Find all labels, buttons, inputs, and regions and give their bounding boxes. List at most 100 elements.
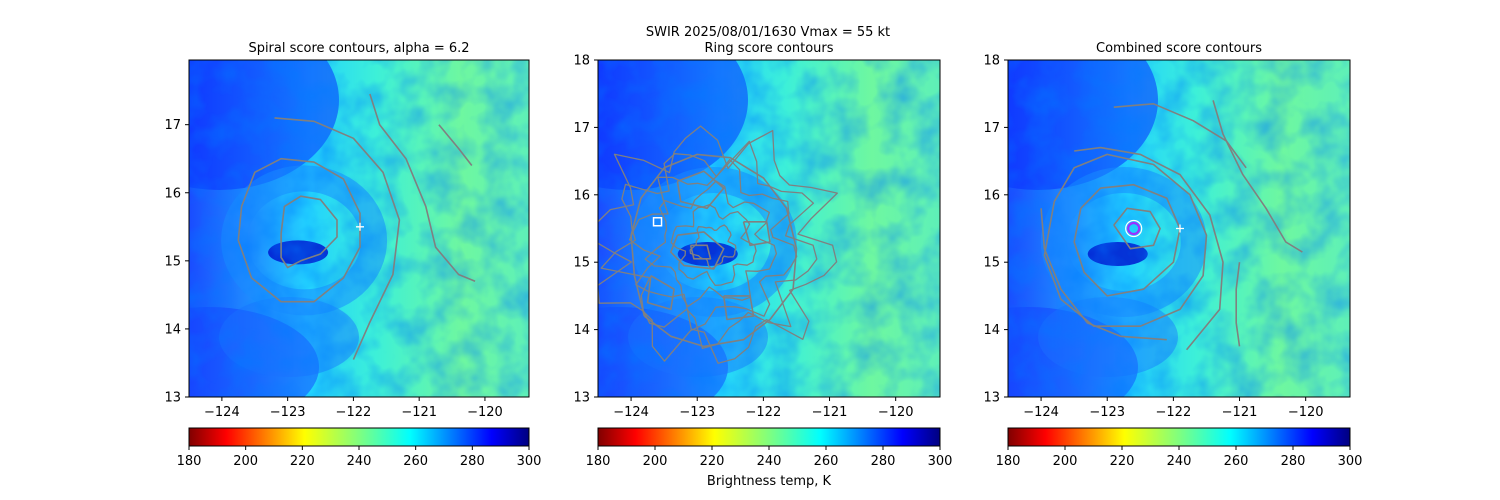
colorbar-tick-label: 280 <box>871 454 896 469</box>
colorbar-tick-label: 180 <box>586 454 611 469</box>
colorbar-tick-label: 260 <box>1224 454 1249 469</box>
colorbar-tick-label: 220 <box>1110 454 1135 469</box>
axes-frame <box>188 59 530 398</box>
center-circle-marker <box>1127 221 1141 236</box>
center-square-marker <box>652 217 663 227</box>
contour-4 <box>676 170 725 210</box>
ring-contour-2 <box>670 204 757 287</box>
ring-contour-6 <box>598 125 838 364</box>
panels: Spiral score contours, alpha = 6.2 −124 −1… <box>164 41 1363 469</box>
satellite-image <box>1008 60 1350 397</box>
colorbar <box>1007 427 1351 447</box>
contour-1 <box>1113 207 1161 250</box>
x-tick-label: −121 <box>812 405 848 420</box>
x-tick-label: −123 <box>270 405 306 420</box>
colorbar <box>188 427 530 447</box>
contour-1 <box>280 195 338 269</box>
x-tick-label: −122 <box>746 405 782 420</box>
y-tick-label: 13 <box>983 391 1000 406</box>
ring-contour-4 <box>628 158 798 331</box>
contour-5 <box>1040 208 1167 341</box>
x-tick-label: −123 <box>1089 405 1125 420</box>
y-tick-label: 17 <box>573 121 590 136</box>
contour-7 <box>1212 100 1303 253</box>
panel-3: Combined score contours −124 −123 −122 −121 −… <box>983 41 1363 469</box>
y-tick-label: 18 <box>983 54 1000 69</box>
colorbar-tick-label: 240 <box>1167 454 1192 469</box>
y-tick-label: 13 <box>573 391 590 406</box>
center-plus-marker <box>1175 224 1184 233</box>
colorbar-tick-label: 220 <box>700 454 725 469</box>
y-tick-label: 16 <box>983 188 1000 203</box>
contour-4 <box>369 93 476 283</box>
cloud-texture <box>598 60 940 397</box>
colorbar-tick-label: 260 <box>814 454 839 469</box>
contour-2 <box>670 231 725 270</box>
contour-lines <box>237 93 476 360</box>
center-circle-outline <box>1125 219 1143 238</box>
y-tick-label: 17 <box>983 121 1000 136</box>
colorbar-tick-label: 240 <box>347 454 372 469</box>
colorbar-tick-label: 200 <box>643 454 668 469</box>
contour-6 <box>646 275 675 311</box>
satellite-image <box>189 60 529 397</box>
colorbar-tick-label: 200 <box>233 454 258 469</box>
y-tick-label: 15 <box>573 256 590 271</box>
y-tick-label: 13 <box>164 391 181 406</box>
panel-title: Ring score contours <box>704 41 833 56</box>
x-tick-label: −121 <box>401 405 437 420</box>
colorbar-tick-label: 280 <box>1281 454 1306 469</box>
y-tick-label: 14 <box>573 323 590 338</box>
contour-8 <box>1235 262 1241 347</box>
colorbar-tick-label: 300 <box>517 454 542 469</box>
axes-frame <box>1007 59 1351 398</box>
y-tick-label: 15 <box>983 256 1000 271</box>
colorbar-tick-label: 200 <box>1053 454 1078 469</box>
x-tick-label: −124 <box>1023 405 1059 420</box>
colorbar-tick-label: 300 <box>1338 454 1363 469</box>
ring-contour-5 <box>600 140 818 350</box>
x-tick-label: −121 <box>1222 405 1258 420</box>
colorbar-tick-label: 240 <box>757 454 782 469</box>
contour-3 <box>274 117 401 360</box>
contour-2 <box>1073 183 1181 297</box>
contour-7 <box>722 295 755 321</box>
contour-3 <box>1043 153 1208 327</box>
contour-1 <box>630 153 798 348</box>
colorbar-tick-label: 180 <box>996 454 1021 469</box>
contour-5 <box>438 124 473 166</box>
x-tick-label: −120 <box>878 405 914 420</box>
ring-contour-1 <box>689 224 737 270</box>
y-tick-label: 14 <box>164 322 181 337</box>
contour-5 <box>742 221 771 247</box>
contour-4 <box>1074 146 1224 351</box>
colorbar-tick-label: 220 <box>290 454 315 469</box>
panel-title: Combined score contours <box>1096 41 1262 56</box>
x-tick-label: −120 <box>467 405 503 420</box>
y-tick-label: 16 <box>573 188 590 203</box>
y-tick-label: 17 <box>164 118 181 133</box>
contour-lines <box>1040 100 1303 351</box>
x-tick-label: −120 <box>1288 405 1324 420</box>
colorbar-tick-label: 280 <box>460 454 485 469</box>
x-tick-label: −122 <box>336 405 372 420</box>
contour-2 <box>237 157 361 303</box>
colorbar-label: Brightness temp, K <box>707 474 832 489</box>
colorbar-tick-label: 300 <box>928 454 953 469</box>
contour-lines <box>598 125 838 364</box>
colorbar <box>597 427 941 447</box>
x-tick-label: −124 <box>613 405 649 420</box>
y-tick-label: 14 <box>983 323 1000 338</box>
y-tick-label: 16 <box>164 186 181 201</box>
panel-title: Spiral score contours, alpha = 6.2 <box>248 41 469 56</box>
axes-frame <box>597 59 941 398</box>
satellite-image <box>598 60 940 397</box>
cloud-texture <box>189 60 529 397</box>
panel-1: Spiral score contours, alpha = 6.2 −124 −1… <box>164 41 542 469</box>
colorbar-tick-label: 180 <box>177 454 202 469</box>
x-tick-label: −124 <box>204 405 240 420</box>
x-tick-label: −123 <box>679 405 715 420</box>
x-tick-label: −122 <box>1156 405 1192 420</box>
panel-2: Ring score contours −124 −123 −122 −121 −120 1… <box>573 41 953 469</box>
